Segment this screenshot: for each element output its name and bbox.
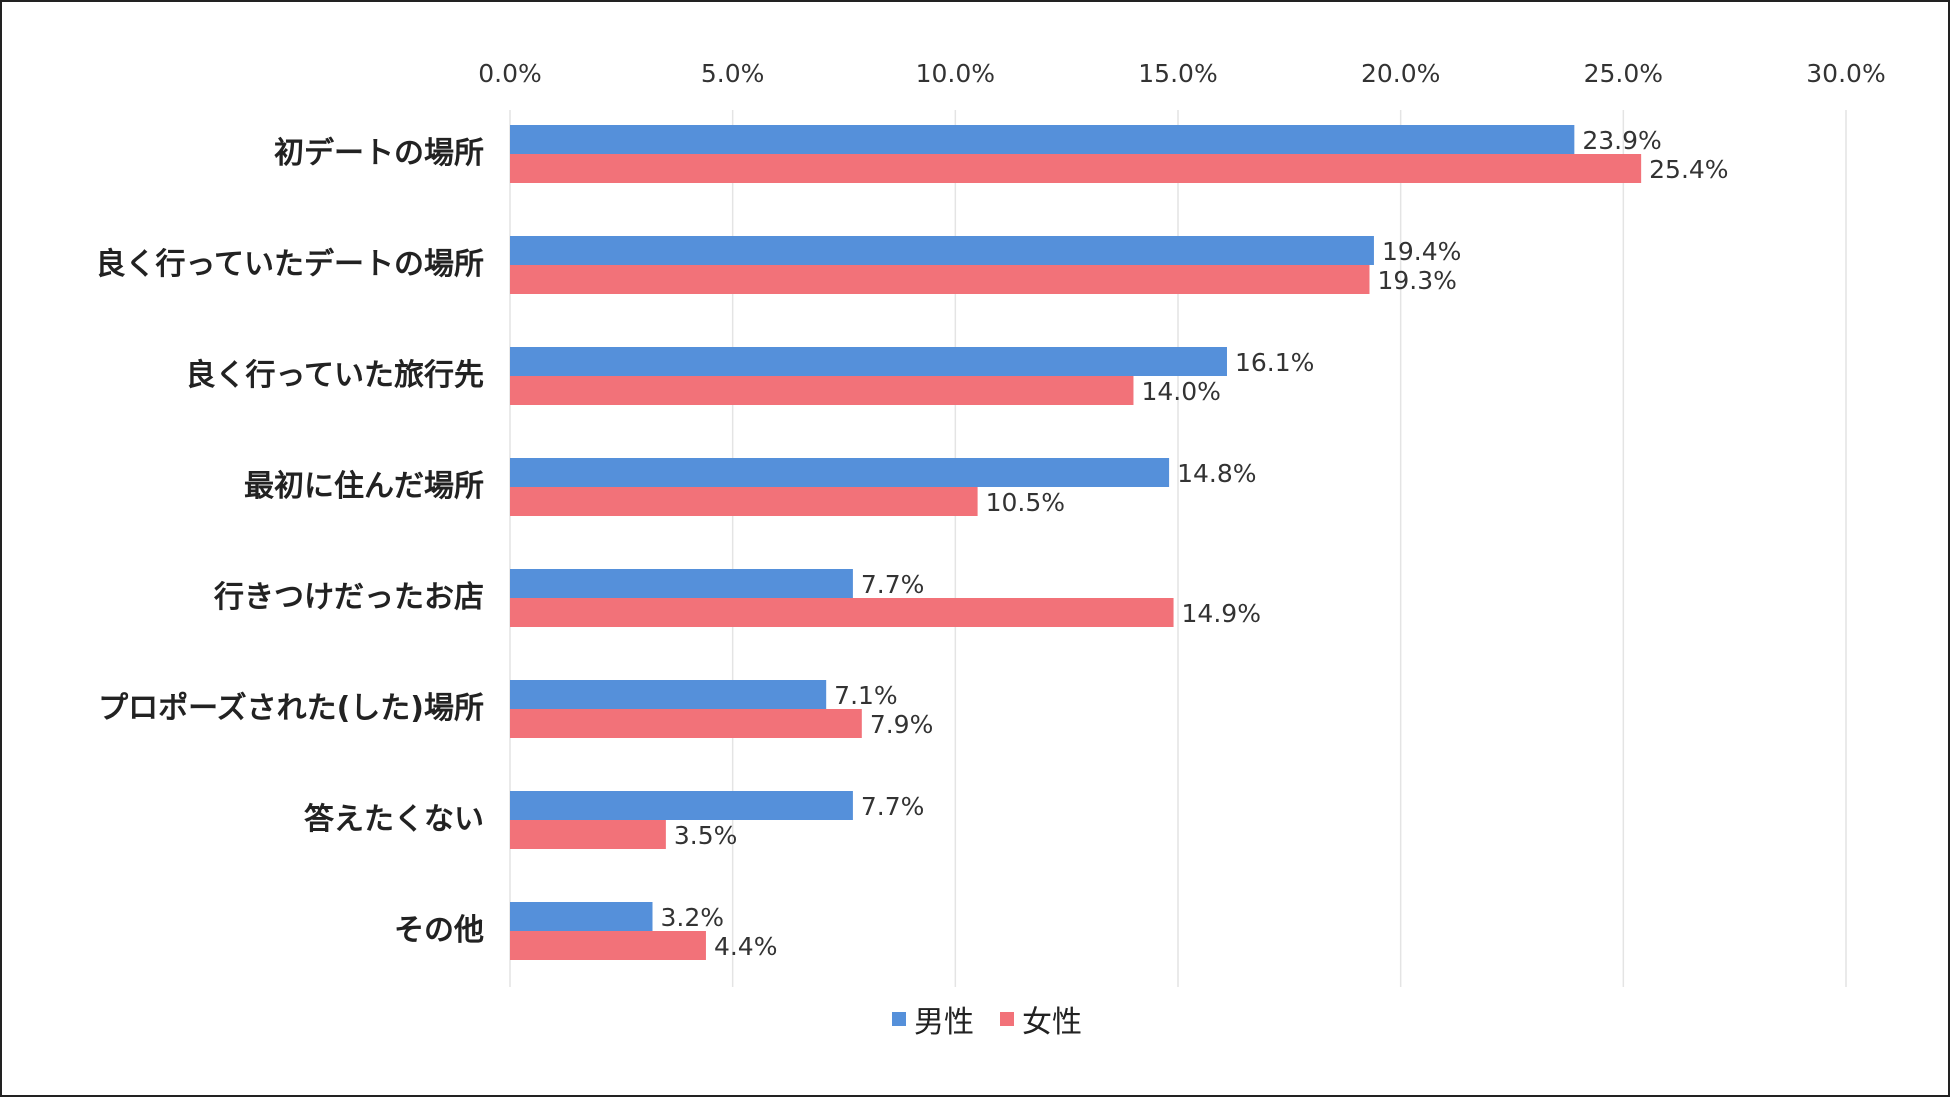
legend-label: 女性 [1022,1005,1082,1040]
data-label: 23.9% [1582,126,1661,155]
bar-female [510,931,706,960]
bar-female [510,154,1642,183]
x-tick-label: 30.0% [1806,59,1885,88]
category-label: プロポーズされた(した)場所 [98,691,484,726]
legend: 男性 女性 [892,1005,1082,1040]
bar-female [510,709,862,738]
bar-male [510,236,1374,265]
x-axis-ticks: 0.0% 5.0% 10.0% 15.0% 20.0% 25.0% 30.0% [478,59,1885,88]
data-label: 14.8% [1177,459,1256,488]
category-label: 良く行っていた旅行先 [186,358,485,393]
data-label: 7.1% [834,681,898,710]
data-label: 3.2% [661,903,725,932]
data-label: 14.9% [1182,599,1261,628]
bars [510,125,1642,960]
bar-male [510,458,1170,487]
x-tick-label: 15.0% [1138,59,1217,88]
data-label: 7.7% [861,570,925,599]
category-label: 初デートの場所 [274,136,484,171]
data-label: 25.4% [1649,155,1728,184]
data-labels: 23.9%25.4% 19.4%19.3% 16.1% 14.0% 14.8% 10.5%… [661,126,1729,961]
x-tick-label: 5.0% [701,59,765,88]
data-label: 10.5% [986,488,1065,517]
category-label: 行きつけだったお店 [213,580,484,615]
data-label: 7.9% [870,710,934,739]
bar-male [510,680,827,709]
legend-label: 男性 [914,1005,974,1040]
category-label: その他 [394,913,484,948]
category-label: 答えたくない [304,802,484,837]
data-label: 3.5% [674,821,738,850]
data-label: 7.7% [861,792,925,821]
data-label: 19.3% [1377,266,1456,295]
bar-male [510,569,853,598]
data-label: 4.4% [714,932,778,961]
category-label: 最初に住んだ場所 [244,469,484,504]
bar-male [510,125,1575,154]
data-label: 16.1% [1235,348,1314,377]
bar-female [510,820,666,849]
x-tick-label: 10.0% [916,59,995,88]
bar-female [510,487,978,516]
data-label: 19.4% [1382,237,1461,266]
bar-female [510,598,1174,627]
legend-swatch [892,1012,906,1026]
bar-female [510,376,1134,405]
data-label: 14.0% [1141,377,1220,406]
bar-female [510,265,1370,294]
x-tick-label: 25.0% [1584,59,1663,88]
legend-swatch [1000,1012,1014,1026]
x-tick-label: 20.0% [1361,59,1440,88]
bar-male [510,902,653,931]
category-labels: 初デートの場所良く行っていたデートの場所良く行っていた旅行先最初に住んだ場所行き… [96,136,485,948]
x-tick-label: 0.0% [478,59,542,88]
category-label: 良く行っていたデートの場所 [96,247,485,282]
bar-male [510,791,853,820]
bar-male [510,347,1227,376]
